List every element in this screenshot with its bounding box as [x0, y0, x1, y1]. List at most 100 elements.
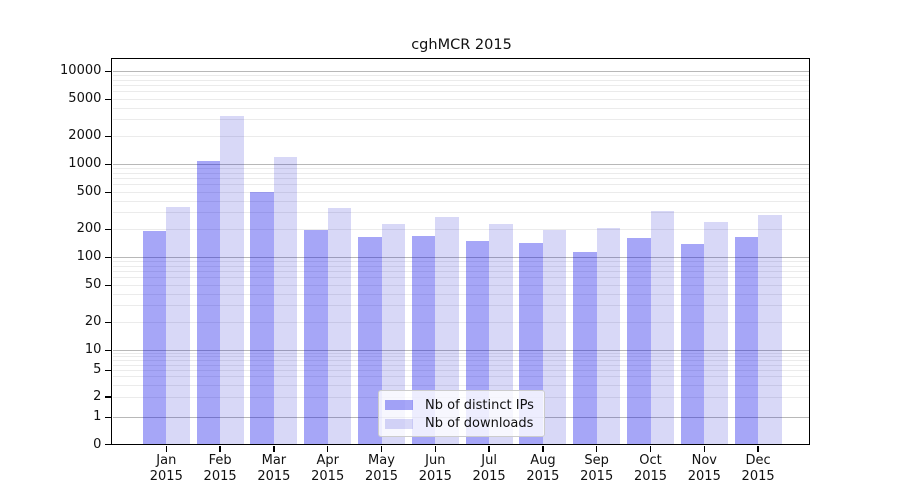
legend-row-downloads: Nb of downloads	[385, 415, 536, 434]
bar-distinct-ips-may	[358, 237, 382, 445]
gridline-minor	[113, 265, 810, 267]
x-tick-label-jun: Jun 2015	[418, 452, 452, 485]
gridline-major	[113, 163, 810, 165]
gridline-minor	[113, 172, 810, 174]
gridline-minor	[113, 360, 810, 362]
gridline-minor	[113, 376, 810, 378]
bar-distinct-ips-sep	[573, 252, 597, 445]
gridline-minor	[113, 277, 810, 279]
bar-downloads-dec	[758, 215, 782, 445]
x-tick-label-feb: Feb 2015	[203, 452, 237, 485]
y-tick-mark	[105, 98, 112, 100]
x-tick-label-nov: Nov 2015	[687, 452, 721, 485]
x-tick-label-dec: Dec 2015	[741, 452, 775, 485]
y-tick-mark	[105, 396, 112, 398]
x-tick-label-apr: Apr 2015	[311, 452, 345, 485]
bar-distinct-ips-apr	[304, 229, 328, 445]
legend-label-downloads: Nb of downloads	[425, 416, 534, 432]
x-tick-label-jan: Jan 2015	[149, 452, 183, 485]
x-tick-label-jul: Jul 2015	[472, 452, 506, 485]
gridline-minor	[113, 284, 810, 286]
bar-distinct-ips-jan	[142, 231, 167, 445]
gridline-minor	[113, 168, 810, 170]
x-tick-mark	[273, 446, 275, 453]
y-tick-mark	[105, 349, 112, 351]
legend-swatch-downloads	[385, 418, 413, 429]
x-tick-mark	[596, 446, 598, 453]
x-tick-mark	[757, 446, 759, 453]
gridline-minor	[113, 98, 810, 100]
bar-distinct-ips-nov	[680, 244, 705, 445]
gridline-minor	[113, 184, 810, 186]
gridline-minor	[113, 191, 810, 193]
x-tick-mark	[542, 446, 544, 453]
y-tick-mark	[105, 284, 112, 286]
gridline-minor	[113, 119, 810, 121]
bar-downloads-jun	[435, 217, 459, 445]
y-tick-mark	[105, 163, 112, 165]
bar-downloads-nov	[704, 221, 728, 445]
x-tick-mark	[488, 446, 490, 453]
y-tick-label-1000: 1000	[68, 156, 102, 172]
bar-downloads-mar	[273, 156, 298, 445]
x-tick-mark	[649, 446, 652, 453]
gridline-minor	[113, 364, 810, 366]
y-tick-mark	[105, 416, 112, 418]
x-tick-label-may: May 2015	[364, 452, 399, 485]
gridline-minor	[113, 352, 810, 354]
y-tick-label-5000: 5000	[68, 91, 102, 107]
y-tick-mark	[105, 369, 112, 372]
bar-downloads-sep	[596, 228, 621, 445]
bar-downloads-apr	[327, 208, 352, 445]
gridline-minor	[113, 75, 810, 77]
y-tick-mark	[105, 70, 112, 72]
gridline-minor	[113, 293, 810, 295]
y-tick-label-500: 500	[76, 184, 102, 200]
y-tick-mark	[105, 135, 112, 137]
gridline-minor	[113, 200, 810, 202]
gridline-minor	[113, 85, 810, 87]
y-tick-mark	[105, 191, 112, 193]
gridline-major	[113, 349, 810, 351]
x-tick-mark	[703, 446, 705, 453]
gridline-minor	[113, 356, 810, 358]
y-tick-label-200: 200	[76, 221, 102, 237]
y-tick-label-1: 1	[93, 409, 102, 425]
gridline-minor	[113, 135, 810, 137]
bar-downloads-feb	[220, 116, 244, 445]
y-tick-label-2000: 2000	[68, 128, 102, 144]
x-tick-mark	[434, 446, 436, 453]
legend-row-distinct-ips: Nb of distinct IPs	[385, 396, 536, 415]
bar-downloads-jan	[166, 206, 190, 445]
legend-label-distinct-ips: Nb of distinct IPs	[425, 397, 534, 413]
gridline-minor	[113, 305, 810, 307]
legend: Nb of distinct IPs Nb of downloads	[378, 390, 545, 437]
y-tick-label-0: 0	[93, 436, 102, 452]
x-tick-label-sep: Sep 2015	[580, 452, 614, 485]
gridline-major	[113, 256, 810, 258]
x-tick-label-aug: Aug 2015	[526, 452, 560, 485]
gridline-minor	[113, 321, 810, 323]
y-tick-mark	[105, 256, 112, 258]
gridline-minor	[113, 261, 810, 263]
x-tick-label-oct: Oct 2015	[633, 452, 668, 485]
y-tick-mark	[105, 228, 112, 230]
gridline-minor	[113, 228, 810, 230]
bar-distinct-ips-oct	[627, 238, 651, 445]
x-tick-mark	[327, 446, 329, 453]
gridline-minor	[113, 79, 810, 81]
y-tick-label-50: 50	[84, 277, 102, 293]
bar-distinct-ips-dec	[734, 237, 759, 445]
y-tick-label-10000: 10000	[60, 63, 102, 79]
gridline-minor	[113, 178, 810, 180]
y-tick-label-100: 100	[76, 249, 102, 265]
y-tick-label-2: 2	[93, 389, 102, 405]
gridline-major	[113, 70, 810, 72]
y-tick-label-20: 20	[84, 314, 102, 330]
bar-downloads-oct	[650, 210, 674, 445]
bar-downloads-aug	[542, 230, 567, 445]
gridline-minor	[113, 107, 810, 109]
y-tick-label-5: 5	[93, 362, 102, 378]
bar-distinct-ips-mar	[250, 192, 274, 445]
